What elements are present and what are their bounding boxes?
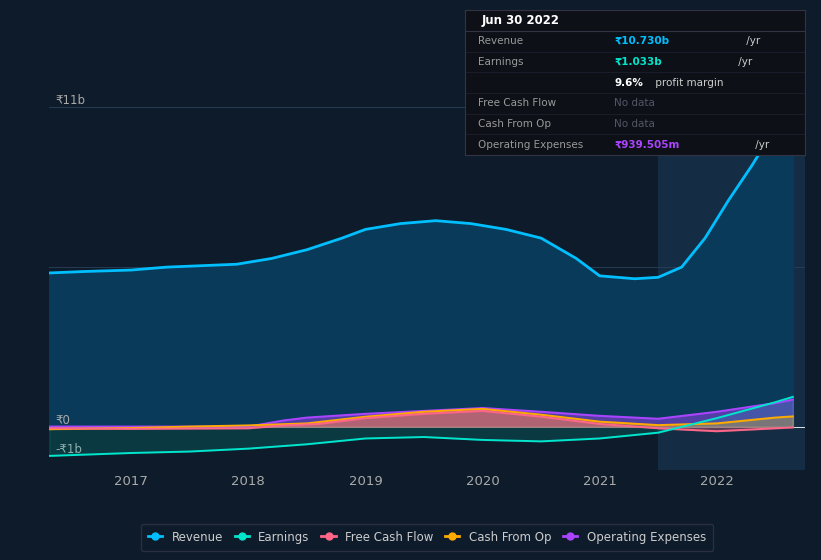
Legend: Revenue, Earnings, Free Cash Flow, Cash From Op, Operating Expenses: Revenue, Earnings, Free Cash Flow, Cash … bbox=[140, 524, 713, 550]
Text: No data: No data bbox=[614, 119, 655, 129]
Text: ₹1.033b: ₹1.033b bbox=[614, 57, 662, 67]
Text: Earnings: Earnings bbox=[479, 57, 524, 67]
Text: No data: No data bbox=[614, 99, 655, 108]
Text: 9.6%: 9.6% bbox=[614, 78, 643, 87]
Text: Cash From Op: Cash From Op bbox=[479, 119, 551, 129]
Text: Jun 30 2022: Jun 30 2022 bbox=[482, 14, 560, 27]
Text: Free Cash Flow: Free Cash Flow bbox=[479, 99, 557, 108]
Bar bbox=[658, 78, 805, 470]
Text: /yr: /yr bbox=[752, 140, 769, 150]
Text: -₹1b: -₹1b bbox=[55, 443, 82, 456]
Text: ₹0: ₹0 bbox=[55, 414, 70, 427]
Text: Operating Expenses: Operating Expenses bbox=[479, 140, 584, 150]
Text: Revenue: Revenue bbox=[479, 36, 524, 46]
Text: ₹10.730b: ₹10.730b bbox=[614, 36, 669, 46]
Text: ₹939.505m: ₹939.505m bbox=[614, 140, 680, 150]
Text: /yr: /yr bbox=[735, 57, 752, 67]
Text: ₹11b: ₹11b bbox=[55, 95, 85, 108]
Text: profit margin: profit margin bbox=[652, 78, 723, 87]
Text: /yr: /yr bbox=[743, 36, 760, 46]
